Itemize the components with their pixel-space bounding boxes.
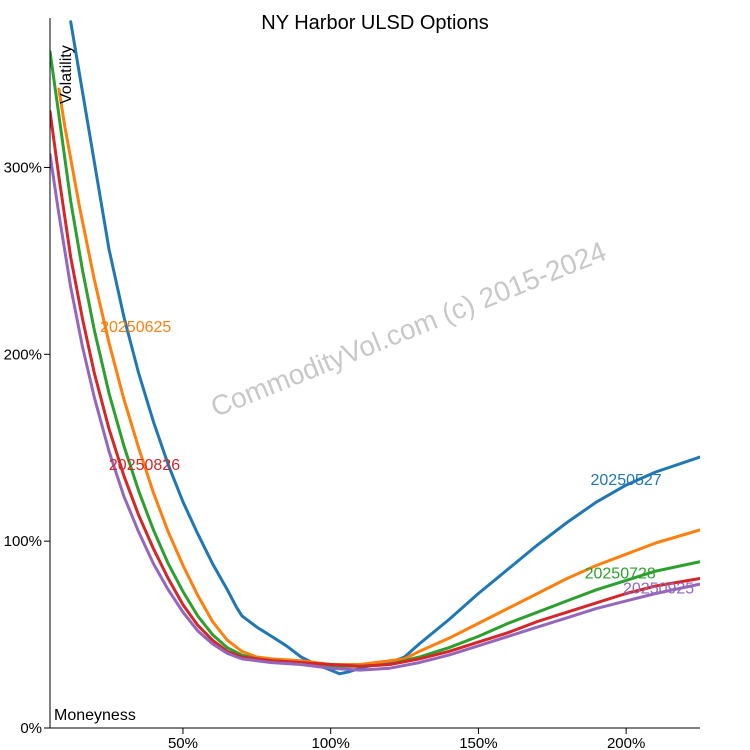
watermark: CommodityVol.com (c) 2015-2024 [206,236,610,423]
series-label-20250826: 20250826 [109,457,180,474]
series-line-20250625 [57,87,700,666]
series-label-20250925: 20250925 [623,581,694,598]
y-tick-label: 100% [4,533,42,550]
y-tick-label: 300% [4,159,42,176]
y-tick-label: 0% [20,720,42,737]
x-tick-label: 50% [168,735,198,750]
series-line-20250826 [50,109,700,668]
series-label-20250728: 20250728 [585,566,656,583]
series-label-20250527: 20250527 [591,472,662,489]
x-axis-label: Moneyness [54,707,136,724]
y-axis-label: Volatility [58,45,75,104]
tick-layer: 50% 100% 150% 200% 0% 100% 200% 300% [4,159,646,750]
series-label-layer: 20250527 20250625 20250728 20250826 20250925 [100,319,694,598]
series-label-20250625: 20250625 [100,319,171,336]
chart-title: NY Harbor ULSD Options [261,12,489,34]
y-tick-label: 200% [4,346,42,363]
series-line-20250925 [50,152,700,672]
x-tick-label: 200% [607,735,645,750]
x-tick-label: 150% [459,735,497,750]
x-tick-label: 100% [311,735,349,750]
series-layer [50,20,700,676]
